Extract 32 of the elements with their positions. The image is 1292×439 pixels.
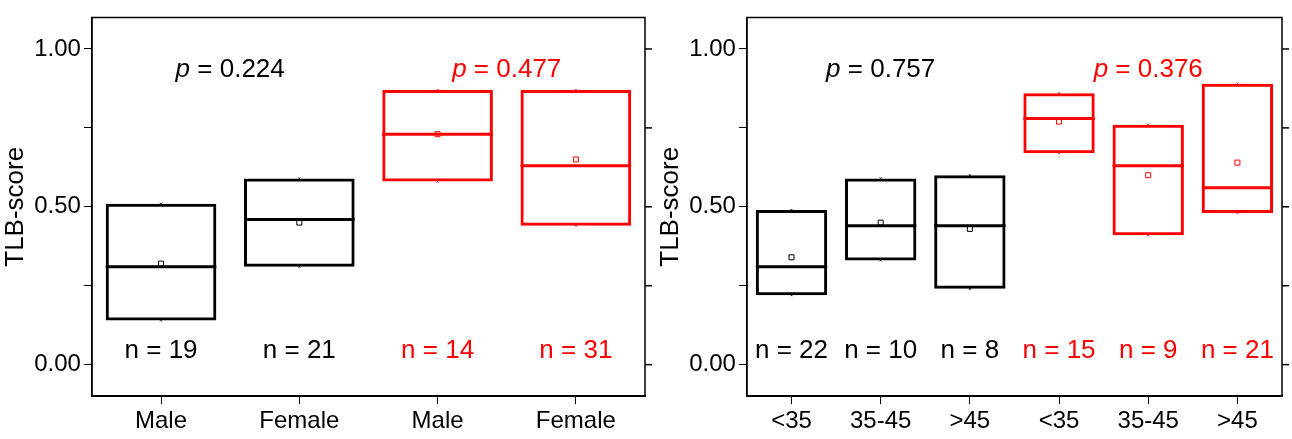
x-tick-label: Female <box>535 406 616 434</box>
annotation: n = 21 <box>262 334 336 365</box>
x-tick-label: 35-45 <box>849 406 912 434</box>
annotation: n = 15 <box>1022 334 1096 365</box>
annotation: n = 10 <box>844 334 918 365</box>
x-tick-label: >45 <box>949 406 991 434</box>
y-axis-title: TLB-score <box>653 146 684 267</box>
y-tick-label: 0.50 <box>34 191 81 219</box>
annotation: p = 0.757 <box>825 53 936 84</box>
annotation: p = 0.477 <box>451 53 562 84</box>
x-tick-label: <35 <box>1038 406 1080 434</box>
x-tick-label: 35-45 <box>1117 406 1179 434</box>
x-tick-label: Female <box>259 406 340 434</box>
x-tick-label: Male <box>135 406 188 434</box>
annotation: n = 9 <box>1118 334 1178 365</box>
annotation: n = 31 <box>539 334 613 365</box>
annotation: n = 22 <box>754 334 829 365</box>
annotation: n = 14 <box>401 334 475 365</box>
annotation: n = 8 <box>940 334 1000 365</box>
x-tick-label: Male <box>411 406 464 434</box>
y-tick-label: 1.00 <box>34 33 81 61</box>
annotation: p = 0.224 <box>174 53 285 84</box>
x-tick-label: <35 <box>771 406 812 434</box>
x-tick-label: >45 <box>1217 406 1258 434</box>
annotation: p = 0.376 <box>1092 53 1203 84</box>
y-tick-label: 0.50 <box>689 191 736 219</box>
y-tick-label: 0.00 <box>689 349 736 377</box>
y-tick-label: 0.00 <box>34 349 81 377</box>
y-tick-label: 1.00 <box>689 33 736 61</box>
annotation: n = 19 <box>124 334 198 365</box>
annotation: n = 21 <box>1200 334 1274 365</box>
y-axis-title: TLB-score <box>0 146 29 267</box>
